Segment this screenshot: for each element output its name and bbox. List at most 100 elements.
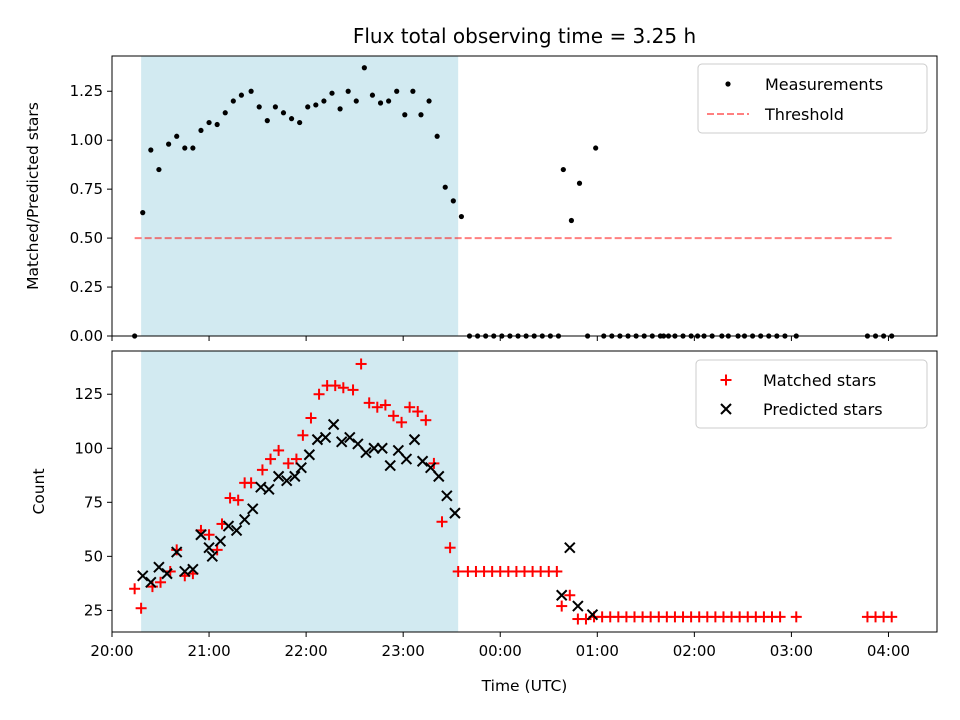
predicted-star-point [238, 513, 251, 526]
predicted-star-point [408, 433, 421, 446]
predicted-star-point-b [319, 431, 332, 444]
matched-star-point [551, 565, 563, 577]
measurement-point [148, 147, 154, 153]
measurement-point [272, 104, 278, 110]
top-legend-box [697, 63, 928, 134]
measurement-point [198, 127, 204, 134]
top-y-tick-label: 0.00 [70, 327, 103, 345]
top-y-tick-label: 0.75 [70, 180, 103, 198]
predicted-star-point-b [384, 459, 396, 472]
measurement-point [410, 88, 416, 94]
matched-star-point [329, 380, 341, 392]
matched-star-point [211, 544, 223, 556]
predicted-star-point [255, 481, 267, 493]
matched-star-point [203, 529, 215, 541]
predicted-star-point-b [303, 449, 316, 461]
bottom-y-tick-label: 75 [84, 493, 103, 511]
predicted-star-point [206, 550, 219, 563]
measurement-point [156, 166, 162, 173]
predicted-star-point-b [295, 462, 307, 474]
measurement-point [442, 184, 448, 190]
bottom-y-tick-label: 100 [74, 439, 103, 457]
predicted-star-point [344, 431, 356, 444]
x-tick-label: 21:00 [187, 642, 230, 660]
predicted-star-point-b [360, 446, 372, 459]
measurement-point [329, 90, 335, 96]
predicted-star-point [179, 565, 191, 578]
matched-stars-legend-marker [720, 374, 732, 386]
predicted-star-point [376, 442, 388, 454]
legend-matched-stars: Matched stars [763, 371, 876, 390]
predicted-star-point-b [238, 513, 251, 526]
matched-star-point [135, 602, 147, 614]
matched-star-point [404, 401, 416, 413]
measurement-point [369, 92, 376, 98]
predicted-star-point [272, 470, 285, 483]
observing-window-shade [141, 351, 459, 632]
predicted-star-point-b [416, 455, 429, 467]
predicted-star-point-b [145, 576, 157, 588]
top-y-tick-label: 1.00 [70, 131, 103, 149]
predicted-star-point [153, 561, 165, 573]
top-y-axis-label: Matched/Predicted stars [24, 102, 42, 290]
measurement-point [458, 213, 465, 220]
predicted-star-point-b [344, 431, 356, 444]
matched-star-point [282, 457, 294, 469]
measurement-point [337, 106, 343, 112]
matched-star-point [347, 384, 359, 396]
predicted-star-point-b [564, 541, 576, 554]
predicted-star-point [222, 520, 235, 532]
legend-measurements: Measurements [765, 75, 883, 94]
top-axes-frame [111, 55, 938, 337]
predicted-star-point-b [352, 438, 364, 450]
measurement-point [305, 104, 311, 110]
predicted-star-point [214, 535, 227, 547]
bottom-y-tick-label: 50 [84, 547, 103, 565]
top-y-tick-label: 1.25 [70, 82, 103, 100]
predicted-legend-x-b [720, 403, 732, 415]
predicted-star-point-b [179, 565, 191, 578]
measurement-point [280, 110, 287, 116]
x-tick-label: 03:00 [770, 642, 813, 660]
predicted-star-point-b [263, 483, 275, 496]
bottom-legend: Matched stars Predicted stars [695, 359, 928, 429]
measurement-point [345, 88, 351, 94]
predicted-star-point-b [572, 600, 584, 612]
predicted-star-point-b [214, 535, 227, 547]
matched-star-point [412, 406, 424, 418]
top-y-tick-label: 0.25 [70, 278, 103, 296]
predicted-star-point [586, 609, 599, 621]
predicted-star-point [352, 438, 364, 450]
predicted-star-point-b [433, 470, 445, 483]
measurement-point [593, 145, 599, 151]
legend-predicted-stars: Predicted stars [763, 400, 883, 419]
bottom-y-tick-label: 25 [84, 601, 103, 619]
predicted-star-point-b [327, 418, 340, 431]
predicted-star-point-b [586, 609, 599, 621]
observing-window-shade [141, 56, 459, 336]
matched-star-point [129, 583, 141, 595]
predicted-star-point [416, 455, 429, 467]
measurement-point [214, 121, 220, 128]
predicted-star-point [449, 507, 461, 519]
measurement-point [206, 119, 212, 126]
matched-star-point [313, 388, 325, 400]
measurement-point [576, 180, 583, 186]
predicted-star-point [195, 529, 207, 541]
measurement-point [353, 98, 359, 104]
predicted-legend-x [720, 403, 732, 415]
predicted-star-point [441, 490, 453, 502]
x-tick-label: 01:00 [576, 642, 619, 660]
measurement-point [256, 104, 262, 110]
predicted-star-point-b [289, 470, 301, 483]
legend-threshold: Threshold [764, 105, 844, 124]
bottom-y-tick-label: 125 [74, 385, 103, 403]
star-count-panel: 25 50 75 100 125 20:00 21:00 22:00 23:00 00:00 01:… [30, 350, 938, 695]
matched-star-point [556, 600, 568, 612]
predicted-star-point-b [187, 563, 199, 576]
measurement-point [560, 166, 566, 173]
predicted-star-point [170, 546, 183, 558]
predicted-star-point [384, 459, 396, 472]
predicted-star-point-b [376, 442, 388, 454]
